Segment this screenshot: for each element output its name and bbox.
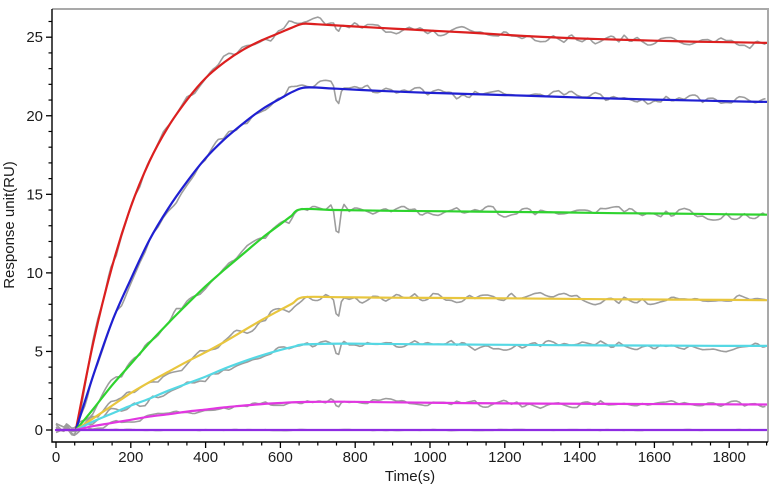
x-tick-label: 0 [52, 449, 60, 466]
x-tick-label: 200 [118, 449, 143, 466]
y-tick-label: 0 [35, 422, 43, 439]
x-axis-title: Time(s) [385, 468, 435, 485]
x-tick-label: 1000 [413, 449, 446, 466]
x-tick-label: 800 [343, 449, 368, 466]
y-tick-label: 10 [26, 265, 43, 282]
series-yellow-fit-line [74, 295, 768, 432]
x-tick-label: 1200 [488, 449, 521, 466]
series-cyan-raw-trace [55, 339, 766, 432]
x-tick-label: 400 [193, 449, 218, 466]
x-tick-label: 1600 [638, 449, 671, 466]
x-tick-label: 600 [268, 449, 293, 466]
series-cyan-fit-line [74, 342, 768, 432]
y-tick-label: 25 [26, 29, 43, 46]
y-tick-label: 5 [35, 343, 43, 360]
plot-border [52, 8, 769, 442]
series-blue-raw-trace [55, 79, 766, 433]
y-tick-label: 15 [26, 186, 43, 203]
y-axis-title: Response unit(RU) [1, 161, 18, 289]
series-green-raw-trace [55, 203, 766, 434]
series-magenta-fit-line [54, 400, 768, 432]
x-tick-label: 1400 [563, 449, 596, 466]
x-tick-label: 1800 [713, 449, 746, 466]
y-tick-label: 20 [26, 108, 43, 125]
series-green-fit-line [74, 207, 768, 432]
plot-area: 0 200 400 600 800 1000 1200 1400 1600 1800 0 5 10 15 2… [26, 8, 769, 466]
series-blue-fit-line [74, 86, 768, 432]
series-red-raw-trace [55, 16, 766, 436]
axis-lines [51, 9, 768, 443]
series-red-fit-line [74, 22, 768, 432]
